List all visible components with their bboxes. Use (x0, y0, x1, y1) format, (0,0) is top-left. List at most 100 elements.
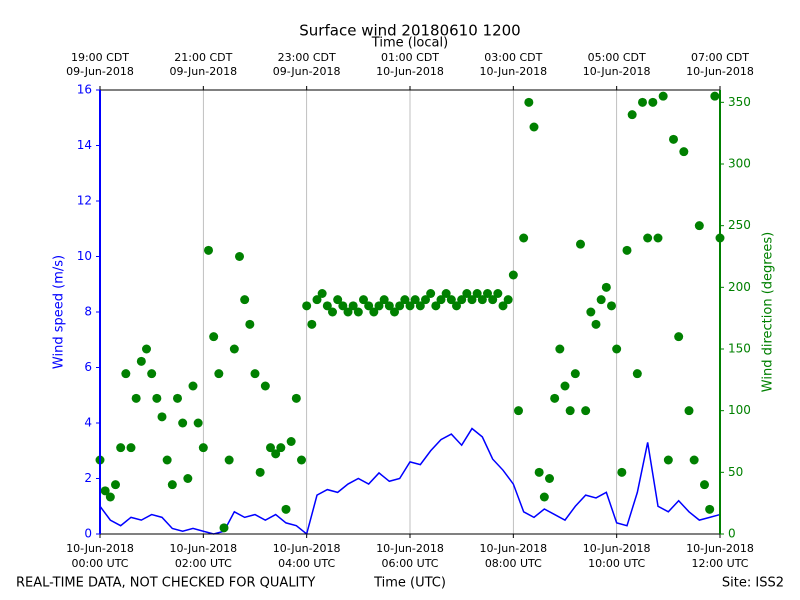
direction-point (312, 295, 322, 305)
direction-point (260, 381, 270, 391)
x-tick-label: 10-Jun-2018 (273, 542, 341, 555)
direction-point (317, 289, 327, 298)
x2-tick-label: 05:00 CDT (588, 51, 646, 64)
x2-tick-label: 19:00 CDT (71, 51, 129, 64)
direction-point (570, 369, 580, 379)
direction-point (374, 301, 384, 311)
direction-point (555, 344, 565, 354)
direction-point (446, 295, 456, 305)
direction-point (291, 393, 301, 403)
y-tick-label: 4 (84, 416, 92, 430)
direction-point (405, 301, 415, 311)
y-tick-label: 10 (77, 249, 92, 263)
direction-point (591, 319, 601, 329)
direction-point (710, 91, 720, 101)
y2-tick-label: 100 (728, 403, 751, 417)
direction-point (689, 455, 699, 465)
direction-point (157, 412, 167, 422)
x-tick-label: 12:00 UTC (691, 557, 748, 570)
direction-point (136, 356, 146, 366)
x2-tick-label: 09-Jun-2018 (66, 65, 134, 78)
direction-point (353, 307, 363, 317)
x-tick-label: 10-Jun-2018 (583, 542, 651, 555)
direction-point (343, 307, 353, 317)
direction-point (627, 110, 637, 120)
direction-point (431, 301, 441, 311)
direction-point (410, 295, 420, 305)
x-tick-label: 08:00 UTC (485, 557, 542, 570)
direction-point (173, 393, 182, 403)
direction-point (379, 295, 389, 305)
direction-point (514, 406, 523, 416)
footer-note: REAL-TIME DATA, NOT CHECKED FOR QUALITY (16, 576, 315, 591)
y2-tick-label: 250 (728, 218, 751, 232)
direction-point (684, 406, 694, 416)
x2-tick-label: 07:00 CDT (691, 51, 749, 64)
direction-point (121, 369, 131, 379)
direction-point (219, 523, 229, 533)
direction-point (224, 455, 234, 465)
direction-point (131, 393, 141, 403)
direction-point (147, 369, 157, 379)
direction-point (576, 239, 585, 249)
direction-point (617, 467, 627, 477)
direction-point (328, 307, 337, 317)
y2-tick-label: 150 (728, 342, 751, 356)
direction-point (384, 301, 394, 311)
y-tick-label: 16 (77, 83, 92, 97)
direction-point (276, 443, 286, 453)
direction-point (162, 455, 172, 465)
direction-point (674, 332, 684, 342)
direction-point (493, 289, 503, 298)
direction-point (436, 295, 446, 305)
direction-point (524, 97, 534, 107)
direction-point (188, 381, 198, 391)
direction-point (126, 443, 136, 453)
y-tick-label: 12 (77, 194, 92, 208)
y2-tick-label: 300 (728, 157, 751, 171)
direction-point (214, 369, 224, 379)
y-tick-label: 8 (84, 305, 92, 319)
x2-tick-label: 09-Jun-2018 (273, 65, 341, 78)
direction-point (245, 319, 255, 329)
y-axis-label: Wind speed (m/s) (52, 255, 67, 369)
direction-point (359, 295, 368, 305)
direction-point (390, 307, 399, 317)
direction-point (307, 319, 317, 329)
direction-point (338, 301, 348, 311)
x2-tick-label: 10-Jun-2018 (479, 65, 547, 78)
x2-tick-label: 10-Jun-2018 (583, 65, 651, 78)
direction-point (333, 295, 343, 305)
x2-tick-label: 10-Jun-2018 (686, 65, 754, 78)
direction-point (204, 245, 213, 255)
direction-point (209, 332, 219, 342)
x2-tick-label: 01:00 CDT (381, 51, 439, 64)
y-tick-label: 0 (84, 527, 92, 541)
x-tick-label: 10-Jun-2018 (376, 542, 444, 555)
direction-point (111, 480, 120, 490)
direction-point (586, 307, 596, 317)
y2-tick-label: 350 (728, 95, 751, 109)
direction-point (560, 381, 570, 391)
direction-point (638, 97, 647, 107)
direction-point (462, 289, 472, 298)
x-tick-label: 10-Jun-2018 (66, 542, 134, 555)
direction-point (178, 418, 188, 428)
x-tick-label: 10:00 UTC (588, 557, 645, 570)
direction-point (452, 301, 461, 311)
direction-point (472, 289, 482, 298)
chart-title: Surface wind 20180610 1200 (299, 22, 520, 40)
direction-point (116, 443, 126, 453)
x2-tick-label: 21:00 CDT (174, 51, 232, 64)
direction-point (694, 221, 704, 231)
x-tick-label: 10-Jun-2018 (479, 542, 547, 555)
direction-point (669, 134, 678, 144)
direction-point (467, 295, 477, 305)
direction-point (421, 295, 430, 305)
direction-point (255, 467, 265, 477)
direction-point (596, 295, 606, 305)
direction-point (601, 282, 611, 292)
direction-point (235, 252, 244, 261)
direction-point (622, 245, 632, 255)
y-tick-label: 2 (84, 471, 92, 485)
